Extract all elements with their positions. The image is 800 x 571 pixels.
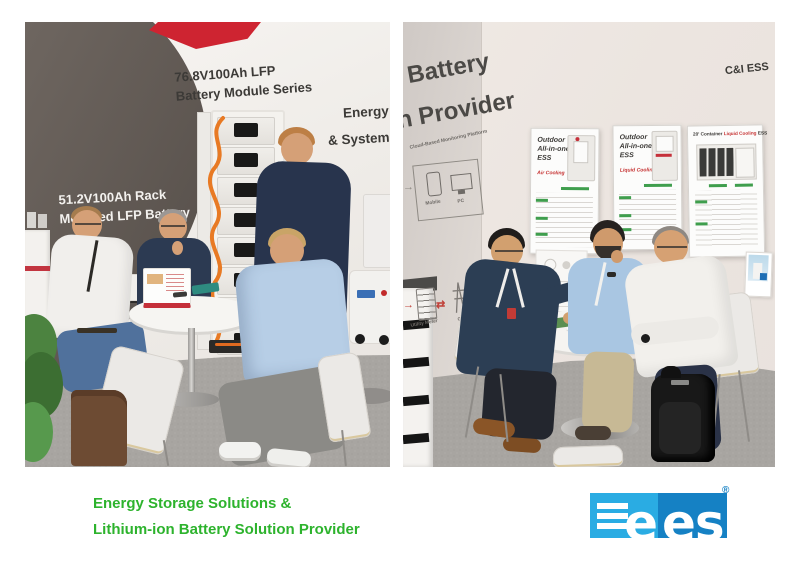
cabinet-logo-dot (575, 137, 580, 142)
energy-partial-label: Energy St (342, 102, 390, 121)
container-image (696, 143, 757, 181)
cni-ess-label: C&I ESS (724, 60, 770, 78)
battery-module (217, 117, 275, 145)
person-head (281, 133, 313, 165)
spec-section (619, 196, 632, 199)
shelf-red-stripe (25, 266, 50, 271)
arrow-icon: → (403, 181, 414, 193)
logo-right-square: es (658, 493, 727, 552)
person-glasses (495, 250, 523, 252)
cabinet-panel (655, 135, 674, 152)
lanyard-badge (507, 308, 516, 319)
poster-title-prefix: 20' Container (692, 132, 724, 138)
ees-logo: e es ® (590, 485, 729, 552)
backpack-handle (661, 366, 681, 378)
person-shoe (575, 426, 611, 440)
person-torso (455, 257, 563, 383)
person-head (159, 213, 187, 241)
logo-bar (597, 513, 628, 519)
leather-bag (71, 390, 127, 466)
caption-line-1: Energy Storage Solutions & (93, 495, 292, 512)
monitoring-box (412, 158, 484, 222)
chair-partial (552, 444, 624, 467)
wall-box (363, 194, 390, 268)
registered-mark: ® (722, 485, 730, 496)
person-watch (641, 334, 650, 343)
poster-title: Outdoor All-in-one ESS (619, 134, 652, 159)
red-arrow-icon: → (403, 299, 414, 311)
cabinet-panel (573, 141, 589, 164)
spec-header (708, 183, 727, 188)
poster-title-suffix: ESS (756, 131, 768, 137)
poster-title: Outdoor All-in-one ESS (537, 136, 570, 162)
left-photo: 76.8V100Ah LFP Battery Module Series 51.… (25, 22, 390, 467)
cabinet-red-stripe (655, 153, 672, 157)
poster-subtitle: Air Cooling (537, 170, 565, 177)
spec-section (535, 216, 548, 220)
spec-section (695, 222, 708, 226)
person-glasses (161, 225, 185, 227)
trolley-label (357, 290, 375, 298)
poster-subtitle: Liquid Cooling (619, 167, 656, 174)
logo-bar (597, 523, 628, 529)
backpack-pocket (659, 402, 701, 454)
small-poster (744, 251, 773, 298)
small-poster-logo (759, 273, 768, 281)
battery-module (217, 147, 275, 175)
person-trousers (581, 351, 635, 433)
pc-icon (450, 172, 473, 192)
spec-header (561, 186, 590, 191)
poster-title-highlight: Liquid Cooling (723, 131, 757, 137)
person-watch (607, 272, 616, 277)
logo-bar (597, 503, 628, 509)
red-double-arrow-icon: ⇄ (436, 299, 446, 311)
logo-letter-e: e (624, 494, 658, 552)
logo-letters-es: es (662, 494, 725, 552)
person-glasses (657, 246, 687, 248)
logo-bars-icon (597, 503, 628, 533)
backpack-label (671, 380, 689, 385)
right-photo: Battery n Provider C&I ESS Cloud-Based M… (403, 22, 775, 467)
mobile-icon (425, 171, 443, 197)
person-hand (172, 241, 183, 255)
spec-header (734, 183, 753, 187)
table-pedestal (188, 328, 195, 400)
rack-base-handle (215, 343, 245, 346)
caption: Energy Storage Solutions & Lithium-ion B… (93, 491, 360, 543)
wall-corner-line (481, 22, 482, 367)
utility-meter-icon (415, 287, 438, 321)
spec-section (695, 200, 708, 204)
trolley-wheel (379, 335, 389, 345)
poster-container-ess: 20' Container Liquid Cooling ESS (686, 124, 767, 258)
shelf-product (27, 212, 36, 228)
spec-section (535, 232, 548, 236)
spec-section (619, 214, 632, 217)
person-torso (622, 253, 740, 379)
person-belt (77, 328, 117, 333)
poster-air-cooling: Outdoor All-in-one ESS Air Cooling (529, 127, 600, 255)
spec-table (694, 189, 758, 247)
trolley-wheel (355, 334, 365, 344)
poster-title: 20' Container Liquid Cooling ESS (693, 131, 767, 137)
person-hand-chin (611, 250, 623, 263)
logo-left-square: e (590, 493, 658, 552)
shelf-product (38, 214, 47, 228)
spec-header (643, 183, 672, 188)
brochure-image (147, 274, 163, 284)
pc-label: PC (457, 197, 465, 204)
person-sneaker (219, 442, 261, 458)
spec-section (535, 198, 548, 202)
person-glasses (75, 223, 101, 225)
ess-trolley (349, 270, 390, 344)
brochure-text (166, 274, 184, 292)
container-frame (735, 147, 755, 178)
container-racks (699, 147, 734, 177)
caption-line-2: Lithium-ion Battery Solution Provider (93, 521, 360, 538)
trolley-button (381, 290, 387, 296)
system-partial-label: & System In (327, 129, 390, 149)
pc-stand (457, 189, 466, 195)
